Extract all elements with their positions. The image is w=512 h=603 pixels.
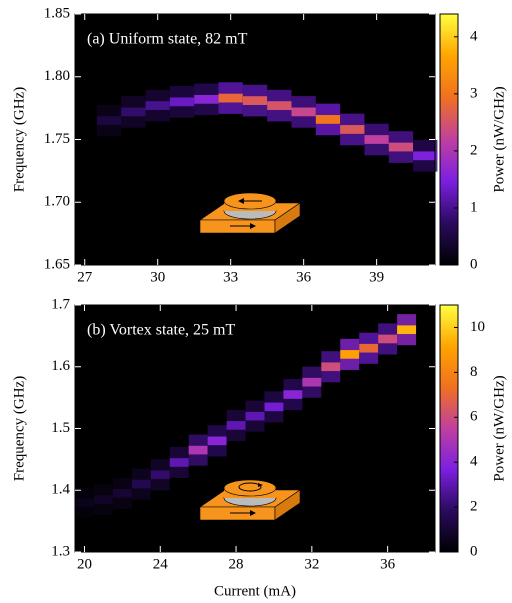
colorbar-tick-label: 0 — [470, 543, 478, 559]
peak-cell — [75, 498, 94, 507]
y-tick-label: 1.80 — [44, 68, 70, 84]
y-tick-label: 1.7 — [51, 296, 70, 312]
inset-uniform — [199, 192, 301, 234]
x-tick-label: 36 — [296, 269, 312, 285]
peak-cell — [188, 445, 208, 455]
y-tick-label: 1.6 — [51, 358, 70, 374]
y-tick-label: 1.75 — [44, 131, 70, 147]
peak-cell — [169, 458, 189, 467]
peak-cell — [131, 479, 151, 489]
colorbar-tick-label: 2 — [470, 499, 478, 515]
x-tick-label: 20 — [77, 556, 92, 572]
y-tick-label: 1.70 — [44, 194, 70, 210]
colorbar-tick-label: 3 — [470, 85, 478, 101]
x-tick-label: 33 — [223, 269, 238, 285]
x-tick-label: 30 — [150, 269, 165, 285]
peak-cell — [302, 377, 322, 387]
y-tick-label: 1.4 — [51, 482, 70, 498]
x-axis-label: Current (mA) — [214, 583, 296, 599]
peak-cell — [364, 135, 389, 144]
colorbar-label: Power (nW/GHz) — [491, 86, 507, 192]
colorbar — [439, 304, 459, 553]
panel-annotation: (a) Uniform state, 82 mT — [87, 31, 248, 48]
peak-cell — [378, 334, 398, 344]
peak-cell — [397, 325, 417, 335]
colorbar-tick-label: 2 — [470, 142, 478, 158]
colorbar-tick-label: 10 — [470, 319, 485, 335]
peak-cell — [169, 97, 195, 107]
x-tick-label: 39 — [369, 269, 384, 285]
peak-cell — [283, 390, 303, 399]
y-tick-label: 1.5 — [51, 420, 70, 436]
y-axis-label: Frequency (GHz) — [11, 376, 27, 481]
inset-vortex — [199, 479, 301, 521]
x-tick-label: 32 — [304, 556, 319, 572]
y-tick-label: 1.85 — [44, 5, 70, 21]
colorbar-tick-label: 8 — [470, 364, 478, 380]
peak-cell — [315, 115, 341, 124]
peak-cell — [226, 421, 246, 430]
peak-cell — [267, 101, 292, 111]
y-axis-label: Frequency (GHz) — [11, 87, 27, 192]
peak-cell — [245, 411, 265, 421]
peak-cell — [145, 101, 170, 111]
colorbar-label: Power (nW/GHz) — [491, 375, 507, 481]
colorbar-tick-label: 4 — [470, 454, 478, 470]
x-tick-label: 36 — [380, 556, 396, 572]
peak-cell — [388, 142, 414, 152]
peak-cell — [413, 151, 438, 161]
x-tick-label: 27 — [77, 269, 93, 285]
peak-cell — [121, 107, 146, 117]
peak-cell — [150, 470, 170, 480]
peak-cell — [242, 96, 268, 105]
y-tick-label: 1.65 — [44, 256, 70, 272]
peak-cell — [340, 125, 365, 134]
panel: 1.31.41.51.61.720 24 28 32 36(b) Vortex stat… — [11, 296, 507, 599]
colorbar-tick-label: 1 — [470, 199, 478, 215]
peak-cell — [207, 436, 227, 446]
peak-cell — [359, 343, 379, 353]
peak-cell — [93, 495, 113, 504]
peak-cell — [194, 94, 219, 104]
peak-cell — [321, 362, 341, 372]
y-tick-label: 1.3 — [51, 543, 70, 559]
peak-cell — [112, 489, 132, 498]
colorbar-tick-label: 6 — [470, 409, 478, 425]
x-tick-label: 28 — [229, 556, 244, 572]
colorbar — [439, 13, 459, 266]
peak-cell — [218, 93, 243, 103]
peak-cell — [291, 107, 316, 117]
peak-cell — [340, 350, 360, 359]
peak-cell — [96, 116, 122, 126]
colorbar-tick-label: 4 — [470, 28, 478, 44]
x-tick-label: 24 — [153, 556, 169, 572]
colorbar-tick-label: 0 — [470, 256, 478, 272]
peak-cell — [264, 402, 284, 412]
panel-annotation: (b) Vortex state, 25 mT — [87, 322, 236, 339]
